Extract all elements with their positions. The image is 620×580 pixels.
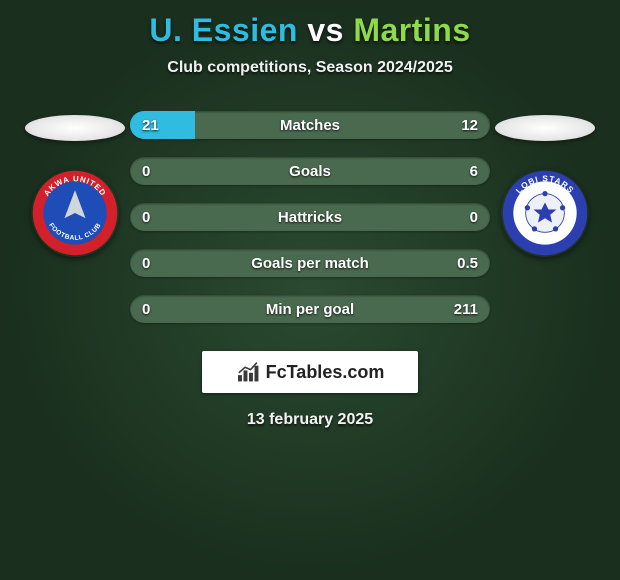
stat-row: 00.5Goals per match [130, 249, 490, 277]
branding-text: FcTables.com [266, 362, 385, 383]
comparison-date: 13 february 2025 [0, 411, 620, 429]
club-badge-left: AKWA UNITED FOOTBALL CLUB [31, 169, 119, 257]
left-side: AKWA UNITED FOOTBALL CLUB [20, 111, 130, 257]
comparison-card: U. Essien vs Martins Club competitions, … [0, 0, 620, 580]
stat-label: Goals [130, 157, 490, 185]
akwa-united-crest-icon: AKWA UNITED FOOTBALL CLUB [31, 169, 119, 257]
stat-row: 2112Matches [130, 111, 490, 139]
club-badge-right: LOBI STARS FOOTBALL CLUB [501, 169, 589, 257]
stat-row: 0211Min per goal [130, 295, 490, 323]
stat-label: Min per goal [130, 295, 490, 323]
player1-silhouette [25, 115, 125, 141]
player2-name: Martins [353, 12, 470, 48]
fctables-logo-icon [236, 361, 262, 383]
subtitle: Club competitions, Season 2024/2025 [0, 59, 620, 77]
stat-label: Matches [130, 111, 490, 139]
page-title: U. Essien vs Martins [0, 0, 620, 49]
branding-badge: FcTables.com [202, 351, 418, 393]
lobi-stars-crest-icon: LOBI STARS FOOTBALL CLUB [501, 169, 589, 257]
stat-label: Goals per match [130, 249, 490, 277]
stat-row: 06Goals [130, 157, 490, 185]
vs-separator: vs [307, 12, 344, 48]
player2-silhouette [495, 115, 595, 141]
player1-name: U. Essien [149, 12, 298, 48]
stat-bars: 2112Matches 06Goals 00Hattricks 00.5Goals p… [130, 111, 490, 323]
stats-section: AKWA UNITED FOOTBALL CLUB 2112Matches 06G… [0, 111, 620, 323]
stat-row: 00Hattricks [130, 203, 490, 231]
stat-label: Hattricks [130, 203, 490, 231]
right-side: LOBI STARS FOOTBALL CLUB [490, 111, 600, 257]
